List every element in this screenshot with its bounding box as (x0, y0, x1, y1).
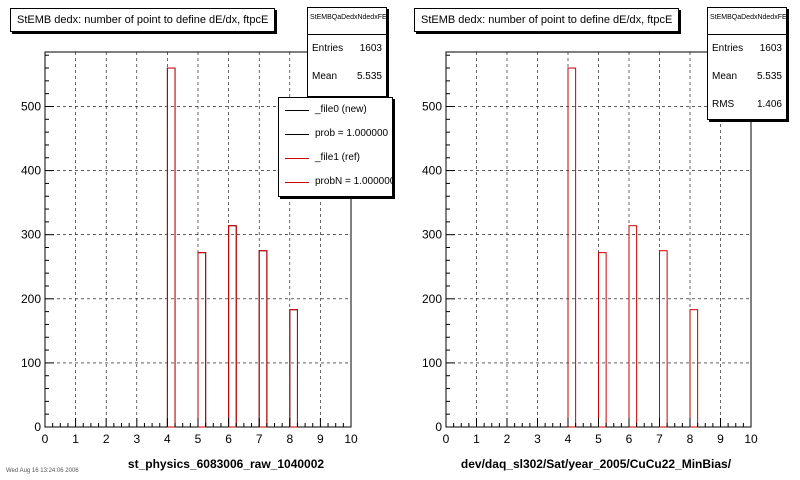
histogram-bar (228, 225, 237, 428)
right-stats-name: StEMBQaDedxNdedxFE (708, 8, 787, 35)
histogram-bar (567, 67, 577, 428)
histogram-bar (197, 252, 207, 428)
y-tick-label: 300 (422, 228, 442, 242)
histogram-bar (628, 225, 638, 428)
y-tick-label: 300 (21, 228, 41, 242)
right-stats-box: StEMBQaDedxNdedxFE Entries 1603 Mean 5.5… (707, 7, 787, 120)
histogram-bar (598, 252, 607, 428)
stats-value: 5.535 (356, 71, 382, 82)
histogram-bar (659, 250, 668, 428)
right-stats-entries: Entries 1603 (708, 35, 786, 63)
stats-value: 1.406 (756, 99, 782, 110)
left-chart-title: StEMB dedx: number of point to define dE… (10, 8, 276, 32)
x-tick-label: 7 (656, 432, 663, 446)
stats-label: Entries (312, 43, 344, 54)
left-stats-entries: Entries 1603 (308, 35, 386, 63)
x-tick-label: 9 (317, 432, 324, 446)
x-tick-label: 3 (534, 432, 541, 446)
legend-entry-file1: _file1 (ref) (279, 146, 392, 170)
x-tick-label: 0 (443, 432, 450, 446)
y-tick-label: 500 (422, 99, 442, 113)
legend-label: _file0 (new) (315, 104, 367, 115)
x-tick-label: 6 (225, 432, 232, 446)
legend-entry-file0: _file0 (new) (279, 98, 392, 122)
legend-line-swatch (285, 134, 309, 135)
legend-line-swatch (285, 182, 309, 183)
legend-label: prob = 1.000000 (315, 128, 389, 139)
stats-label: Mean (712, 71, 738, 82)
x-tick-label: 4 (565, 432, 572, 446)
stats-value: 1603 (359, 43, 382, 54)
right-chart-title: StEMB dedx: number of point to define dE… (414, 8, 680, 32)
histogram-bar (166, 67, 176, 428)
x-tick-label: 3 (133, 432, 140, 446)
histogram-bar (258, 250, 268, 428)
x-tick-label: 2 (504, 432, 511, 446)
x-tick-label: 10 (344, 432, 358, 446)
right-x-axis-label: dev/daq_sl302/Sat/year_2005/CuCu22_MinBi… (460, 457, 732, 471)
histogram-bar (228, 225, 237, 428)
legend-entry-prob: prob = 1.000000 (279, 122, 392, 146)
x-tick-label: 5 (595, 432, 602, 446)
histogram-bar (166, 67, 176, 428)
left-x-axis-label: st_physics_6083006_raw_1040002 (127, 457, 325, 471)
right-stats-rms: RMS 1.406 (708, 91, 786, 119)
legend-entry-probN: probN = 1.000000 (279, 170, 392, 194)
left-legend: _file0 (new) prob = 1.000000 _file1 (ref… (278, 97, 393, 197)
x-tick-label: 2 (103, 432, 110, 446)
y-tick-label: 200 (422, 292, 442, 306)
right-stats-mean: Mean 5.535 (708, 63, 786, 91)
y-tick-label: 400 (422, 164, 442, 178)
x-tick-label: 1 (72, 432, 79, 446)
stats-value: 1603 (759, 43, 782, 54)
x-tick-label: 7 (256, 432, 263, 446)
histogram-bar (689, 309, 699, 428)
y-tick-label: 0 (34, 420, 41, 434)
y-tick-label: 400 (21, 164, 41, 178)
y-tick-label: 100 (422, 356, 442, 370)
histogram-bar (258, 250, 268, 428)
x-tick-label: 5 (195, 432, 202, 446)
stats-label: RMS (712, 99, 735, 110)
y-tick-label: 200 (21, 292, 41, 306)
left-stats-name: StEMBQaDedxNdedxFE (308, 8, 387, 35)
x-tick-label: 9 (717, 432, 724, 446)
stats-value: 5.535 (756, 71, 782, 82)
x-tick-label: 10 (744, 432, 758, 446)
histogram-bar (289, 309, 298, 428)
y-tick-label: 100 (21, 356, 41, 370)
legend-label: probN = 1.000000 (315, 176, 393, 187)
footer-timestamp: Wed Aug 16 13:24:06 2006 (6, 468, 79, 474)
histogram-bar (289, 309, 298, 428)
x-tick-label: 8 (687, 432, 694, 446)
histogram-bar (197, 252, 207, 428)
y-tick-label: 0 (435, 420, 442, 434)
x-tick-label: 1 (473, 432, 480, 446)
stats-label: Entries (712, 43, 744, 54)
left-stats-mean: Mean 5.535 (308, 63, 386, 91)
legend-label: _file1 (ref) (315, 152, 361, 163)
x-tick-label: 6 (626, 432, 633, 446)
left-stats-box: StEMBQaDedxNdedxFE Entries 1603 Mean 5.5… (307, 7, 387, 97)
legend-line-swatch (285, 158, 309, 159)
legend-line-swatch (285, 110, 309, 111)
x-tick-label: 0 (42, 432, 49, 446)
x-tick-label: 4 (164, 432, 171, 446)
y-tick-label: 500 (21, 99, 41, 113)
x-tick-label: 8 (286, 432, 293, 446)
stats-label: Mean (312, 71, 338, 82)
